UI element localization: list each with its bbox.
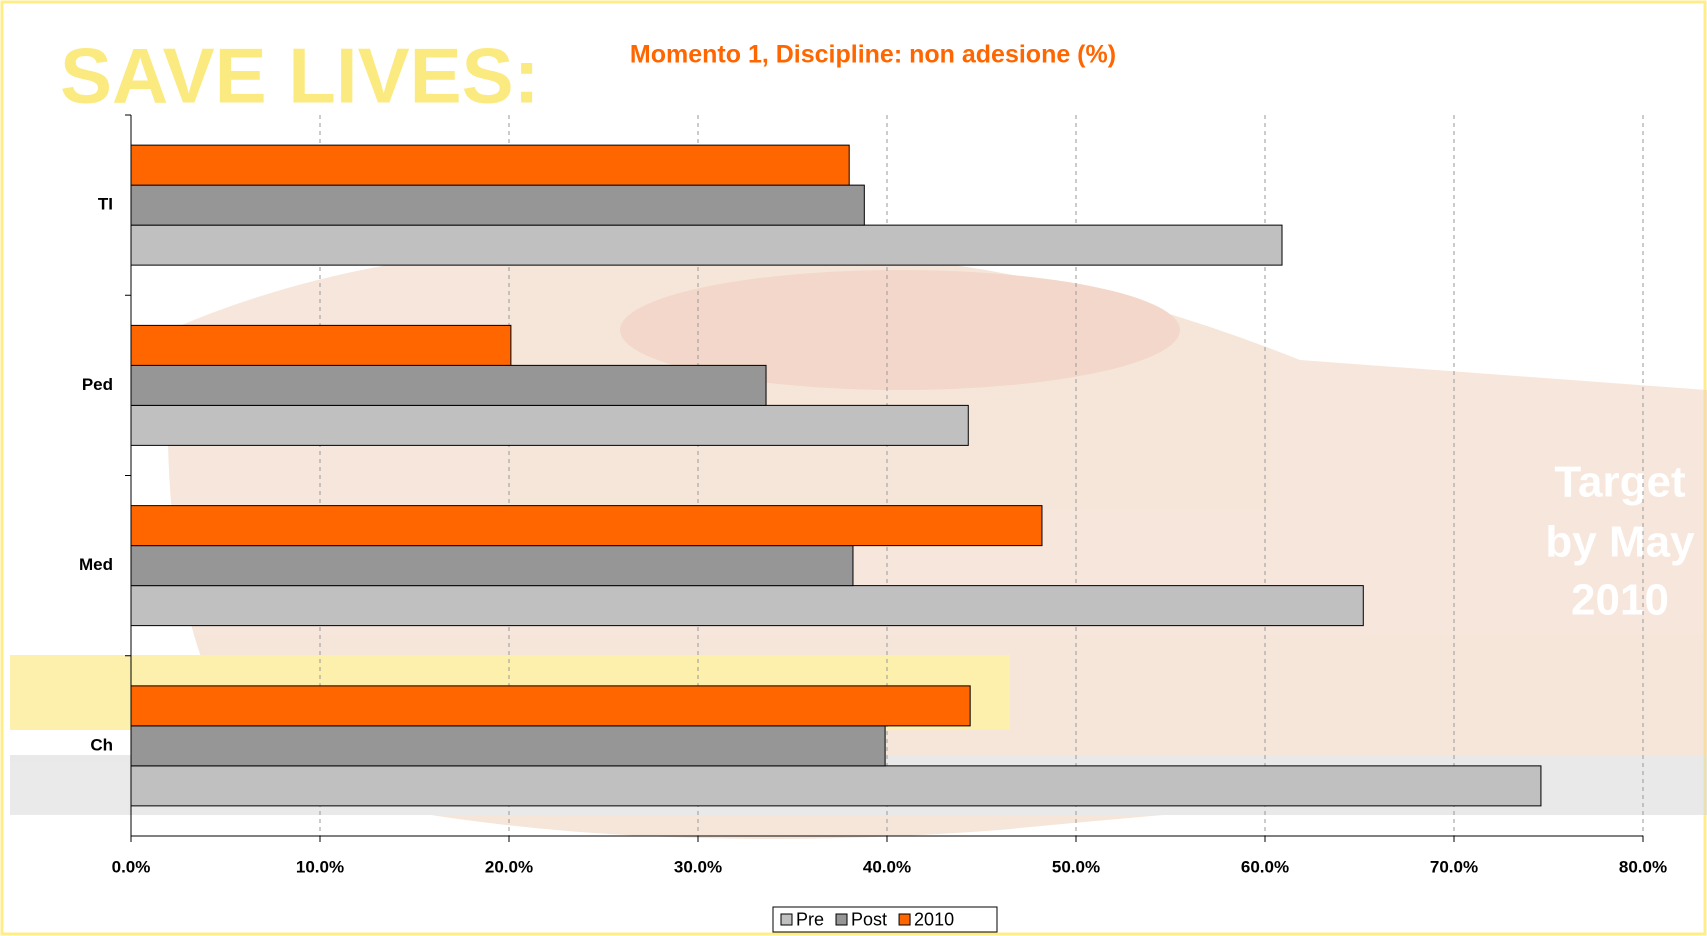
- y-tick-label: Ped: [82, 375, 113, 394]
- background-text: by May: [1545, 518, 1695, 567]
- x-tick-label: 0.0%: [112, 857, 151, 876]
- bar: [130, 505, 1043, 547]
- bar: [130, 585, 1364, 627]
- legend-label: Post: [851, 909, 887, 929]
- x-tick-label: 50.0%: [1052, 857, 1100, 876]
- y-tick-label: Ch: [90, 735, 113, 754]
- background-text: SAVE LIVES:: [60, 32, 540, 120]
- x-tick-label: 60.0%: [1241, 857, 1289, 876]
- bar: [130, 144, 850, 186]
- x-tick-label: 20.0%: [485, 857, 533, 876]
- legend-swatch: [780, 913, 793, 926]
- bar: [130, 545, 854, 587]
- x-tick-label: 10.0%: [296, 857, 344, 876]
- legend-box: [772, 906, 998, 933]
- y-tick-label: TI: [98, 195, 113, 214]
- bar: [130, 364, 767, 406]
- y-tick-label: Med: [79, 555, 113, 574]
- legend-label: Pre: [796, 909, 824, 929]
- legend-swatch: [835, 913, 848, 926]
- chart-title: Momento 1, Discipline: non adesione (%): [630, 41, 1116, 69]
- legend-swatch: [898, 913, 911, 926]
- bar: [130, 404, 969, 446]
- bar: [130, 765, 1542, 807]
- bar: [130, 184, 865, 226]
- legend-label: 2010: [914, 909, 954, 929]
- bar: [130, 685, 971, 727]
- x-tick-label: 70.0%: [1430, 857, 1478, 876]
- bar: [130, 725, 886, 767]
- x-tick-label: 80.0%: [1619, 857, 1667, 876]
- bar: [130, 324, 512, 366]
- x-tick-label: 40.0%: [863, 857, 911, 876]
- background-text: 2010: [1571, 576, 1669, 625]
- bar: [130, 224, 1283, 266]
- background-text: Target: [1554, 458, 1686, 507]
- x-tick-label: 30.0%: [674, 857, 722, 876]
